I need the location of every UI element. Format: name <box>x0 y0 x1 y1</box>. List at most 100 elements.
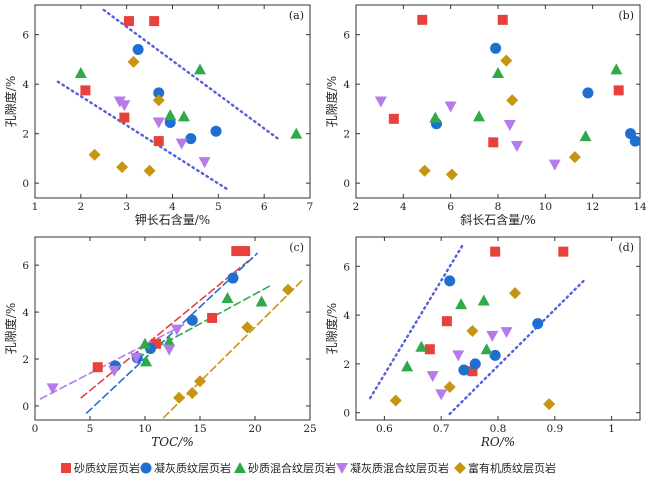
y-tick-label: 2 <box>22 129 29 141</box>
legend-label: 砂质纹层页岩 <box>74 461 140 475</box>
data-point <box>426 371 439 383</box>
x-tick-label: 14 <box>633 201 647 213</box>
x-tick-label: 10 <box>138 423 151 435</box>
legend-marker <box>234 462 246 473</box>
data-point <box>418 164 431 177</box>
data-point <box>443 381 456 394</box>
y-tick-label: 6 <box>343 30 350 42</box>
data-point <box>175 138 188 150</box>
y-tick-label: 6 <box>343 261 350 273</box>
y-tick-label: 0 <box>22 401 29 413</box>
plot-area <box>39 246 305 419</box>
x-axis-label: TOC/% <box>151 435 193 449</box>
data-point <box>389 394 402 407</box>
data-point <box>506 94 519 107</box>
data-point <box>401 360 414 372</box>
y-tick-label: 6 <box>22 260 29 272</box>
data-point <box>123 16 134 27</box>
data-point <box>177 110 190 122</box>
data-point <box>198 157 211 169</box>
data-point <box>163 335 176 347</box>
trend-line <box>448 277 588 416</box>
legend-item: 富有机质纹层页岩 <box>454 461 556 475</box>
x-tick-label: 3 <box>123 201 130 213</box>
data-point <box>444 101 457 113</box>
data-point <box>186 387 199 400</box>
data-point <box>477 294 490 306</box>
data-point <box>207 312 218 323</box>
data-point <box>194 63 206 75</box>
data-point <box>444 275 456 287</box>
legend-item: 凝灰质混合纹层页岩 <box>336 461 449 475</box>
x-tick-label: 0.8 <box>490 423 507 435</box>
y-tick-label: 0 <box>22 178 29 190</box>
plot-frame <box>355 236 641 421</box>
panel-label: (b) <box>618 9 634 22</box>
data-point <box>185 133 197 145</box>
data-point <box>489 349 501 361</box>
trend-line <box>56 80 229 191</box>
data-point <box>231 246 242 257</box>
data-point <box>558 246 569 257</box>
panel-label: (c) <box>289 241 304 254</box>
data-point <box>74 67 87 79</box>
x-tick-label: 5 <box>215 201 222 213</box>
data-point <box>445 168 458 181</box>
x-tick-label: 7 <box>307 201 314 213</box>
data-point <box>492 67 504 79</box>
x-axis-label: 斜长石含量/% <box>460 212 535 227</box>
x-tick-label: 25 <box>303 423 316 435</box>
legend-marker <box>454 462 466 474</box>
x-tick-label: 2 <box>353 201 360 213</box>
data-point <box>488 137 499 148</box>
data-point <box>46 383 59 395</box>
x-tick-label: 6 <box>447 201 454 213</box>
plot-area <box>56 8 303 191</box>
data-point <box>108 365 121 377</box>
x-tick-label: 12 <box>586 201 599 213</box>
y-axis-label: 孔隙度/% <box>3 76 18 127</box>
data-point <box>194 375 206 388</box>
data-point <box>152 117 165 129</box>
x-tick-label: 15 <box>193 423 206 435</box>
data-point <box>221 292 234 303</box>
y-tick-label: 4 <box>343 79 350 91</box>
data-point <box>119 112 130 123</box>
x-tick-label: 20 <box>248 423 261 435</box>
data-point <box>149 16 160 27</box>
legend-label: 凝灰质纹层页岩 <box>154 461 231 475</box>
legend-label: 砂质混合纹层页岩 <box>248 461 336 475</box>
plot-frame <box>355 4 641 199</box>
x-tick-label: 10 <box>539 201 552 213</box>
data-point <box>480 343 493 355</box>
data-point <box>153 87 165 99</box>
data-point <box>490 246 501 257</box>
x-tick-label: 5 <box>87 423 94 435</box>
plot-area <box>374 14 640 181</box>
legend-marker <box>336 463 348 474</box>
y-axis-label: 孔隙度/% <box>324 303 339 354</box>
data-point <box>130 352 143 364</box>
trend-line <box>102 8 280 140</box>
data-point <box>143 164 156 177</box>
x-tick-label: 1 <box>608 423 615 435</box>
data-point <box>441 316 452 327</box>
data-point <box>509 287 522 300</box>
x-tick-label: 0.9 <box>546 423 563 435</box>
panel-a: 1 2 3 4 5 6 7 0 2 4 6 (a) 钾长石含量/% 孔隙度/% <box>3 4 314 227</box>
data-point <box>139 337 151 349</box>
y-tick-label: 2 <box>22 354 29 366</box>
data-point <box>532 318 544 330</box>
legend-item: 凝灰质纹层页岩 <box>140 461 231 475</box>
data-point <box>88 148 101 161</box>
y-tick-label: 0 <box>343 178 350 190</box>
panel-label: (a) <box>289 9 304 22</box>
data-point <box>486 330 499 342</box>
legend-label: 凝灰质混合纹层页岩 <box>350 461 449 475</box>
data-point <box>629 135 640 147</box>
x-tick-label: 0 <box>32 423 39 435</box>
data-point <box>568 151 581 164</box>
legend-marker <box>61 463 71 473</box>
data-point <box>458 364 470 376</box>
